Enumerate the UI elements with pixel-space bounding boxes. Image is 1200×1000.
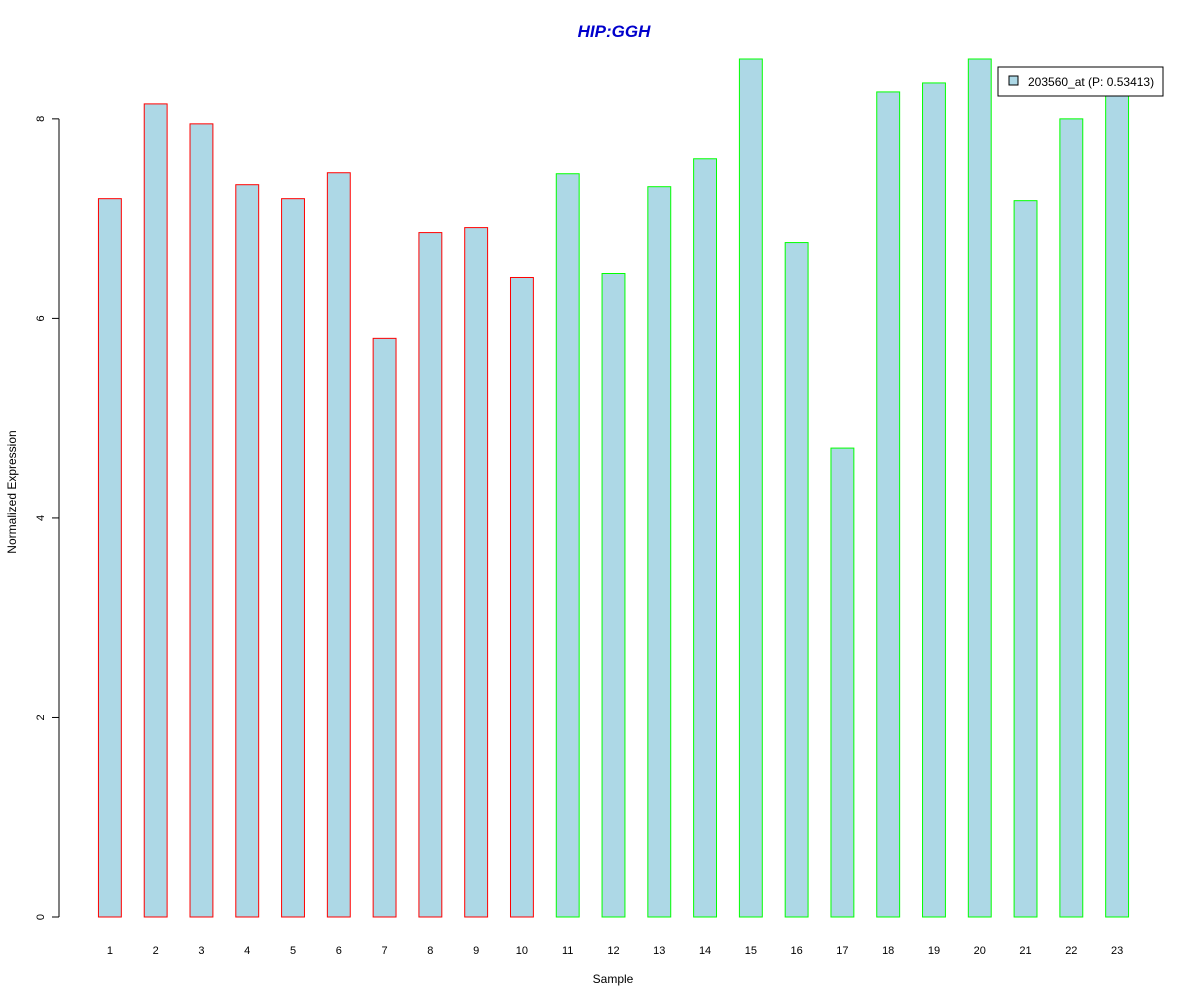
x-tick-label: 22 bbox=[1065, 945, 1077, 957]
bar-sample-22 bbox=[1059, 118, 1084, 918]
x-tick-label: 12 bbox=[607, 945, 619, 957]
y-tick-label: 2 bbox=[35, 714, 47, 720]
bar-sample-13 bbox=[647, 186, 672, 918]
x-tick-label: 9 bbox=[473, 945, 479, 957]
x-tick-label: 7 bbox=[382, 945, 388, 957]
x-tick-label: 17 bbox=[836, 945, 848, 957]
bar-sample-9 bbox=[464, 227, 489, 918]
bar-sample-19 bbox=[922, 82, 946, 918]
bar-sample-5 bbox=[281, 198, 305, 918]
chart-title: HIP:GGH bbox=[578, 22, 651, 41]
x-tick-label: 3 bbox=[198, 945, 204, 957]
x-tick-label: 2 bbox=[153, 945, 159, 957]
x-tick-label: 19 bbox=[928, 945, 940, 957]
x-tick-label: 18 bbox=[882, 945, 894, 957]
legend: 203560_at (P: 0.53413) bbox=[997, 66, 1164, 97]
x-tick-label: 6 bbox=[336, 945, 342, 957]
x-tick-label: 10 bbox=[516, 945, 528, 957]
bar-sample-2 bbox=[143, 103, 168, 918]
x-tick-label: 13 bbox=[653, 945, 665, 957]
x-tick-label: 14 bbox=[699, 945, 711, 957]
bars-group bbox=[97, 58, 1130, 918]
bar-sample-15 bbox=[738, 58, 763, 918]
y-tick-label: 0 bbox=[35, 914, 47, 920]
x-tick-label: 8 bbox=[427, 945, 433, 957]
bar-sample-3 bbox=[189, 123, 214, 918]
bar-sample-17 bbox=[830, 447, 855, 918]
x-tick-label: 23 bbox=[1111, 945, 1123, 957]
bar-sample-11 bbox=[555, 173, 580, 918]
legend-box bbox=[997, 66, 1164, 97]
y-tick-label: 6 bbox=[35, 315, 47, 321]
legend-swatch bbox=[1008, 75, 1019, 86]
bar-sample-1 bbox=[97, 198, 122, 918]
x-tick-label: 15 bbox=[745, 945, 757, 957]
y-axis: 0 2 4 6 8 bbox=[35, 116, 60, 920]
x-axis-label: Sample bbox=[593, 972, 634, 986]
bar-sample-21 bbox=[1013, 200, 1038, 918]
bar-sample-16 bbox=[784, 242, 809, 918]
legend-entry-label: 203560_at (P: 0.53413) bbox=[1028, 75, 1154, 89]
bar-sample-7 bbox=[372, 337, 397, 918]
x-tick-labels: 1 2 3 4 5 6 7 8 9 10 11 12 13 14 15 16 17 18 19 20 21 22 23 bbox=[107, 945, 1123, 957]
x-tick-label: 20 bbox=[974, 945, 986, 957]
x-tick-label: 5 bbox=[290, 945, 296, 957]
bar-sample-23 bbox=[1105, 88, 1130, 918]
bar-sample-12 bbox=[601, 273, 626, 918]
bar-sample-14 bbox=[693, 158, 718, 918]
x-tick-label: 16 bbox=[791, 945, 803, 957]
y-tick-label: 8 bbox=[35, 116, 47, 122]
x-tick-label: 4 bbox=[244, 945, 250, 957]
bar-sample-8 bbox=[418, 232, 443, 918]
bar-sample-20 bbox=[967, 58, 992, 918]
x-tick-label: 21 bbox=[1019, 945, 1031, 957]
x-tick-label: 11 bbox=[562, 945, 573, 957]
y-axis-label: Normalized Expression bbox=[5, 430, 19, 553]
bar-sample-10 bbox=[509, 276, 534, 918]
bar-sample-4 bbox=[235, 184, 260, 918]
x-tick-label: 1 bbox=[107, 945, 113, 957]
y-tick-label: 4 bbox=[35, 515, 47, 521]
bar-sample-18 bbox=[876, 91, 901, 918]
bar-sample-6 bbox=[326, 172, 351, 918]
